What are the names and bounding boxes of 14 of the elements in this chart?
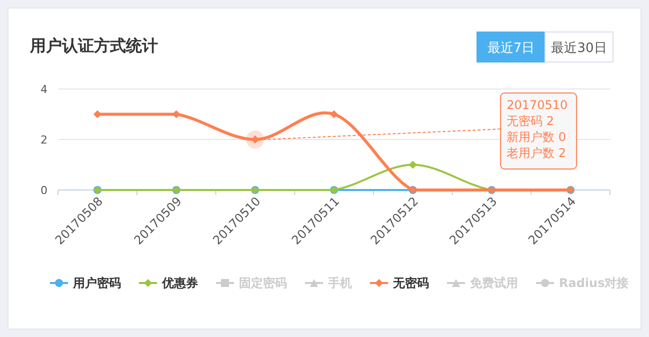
y-tick-label: 4 <box>40 83 48 96</box>
point <box>408 160 417 169</box>
y-tick-label: 0 <box>40 184 48 197</box>
tooltip: 20170510 无密码 2 新用户数 0 老用户数 2 <box>500 92 578 170</box>
y-tick-label: 2 <box>40 134 48 146</box>
legend-label: 优惠券 <box>161 276 199 290</box>
legend-label: 用户密码 <box>72 276 121 290</box>
point <box>93 110 102 118</box>
text: 最近7日 <box>487 41 535 56</box>
text: 最近30日 <box>551 41 607 56</box>
point <box>330 110 338 118</box>
annotation: 20170510 无密码 2 新用户数 0 老用户数 2 <box>506 98 568 160</box>
legend-label: 无密码 <box>392 276 429 290</box>
chart-title: 用户认证方式统计 <box>29 36 158 55</box>
